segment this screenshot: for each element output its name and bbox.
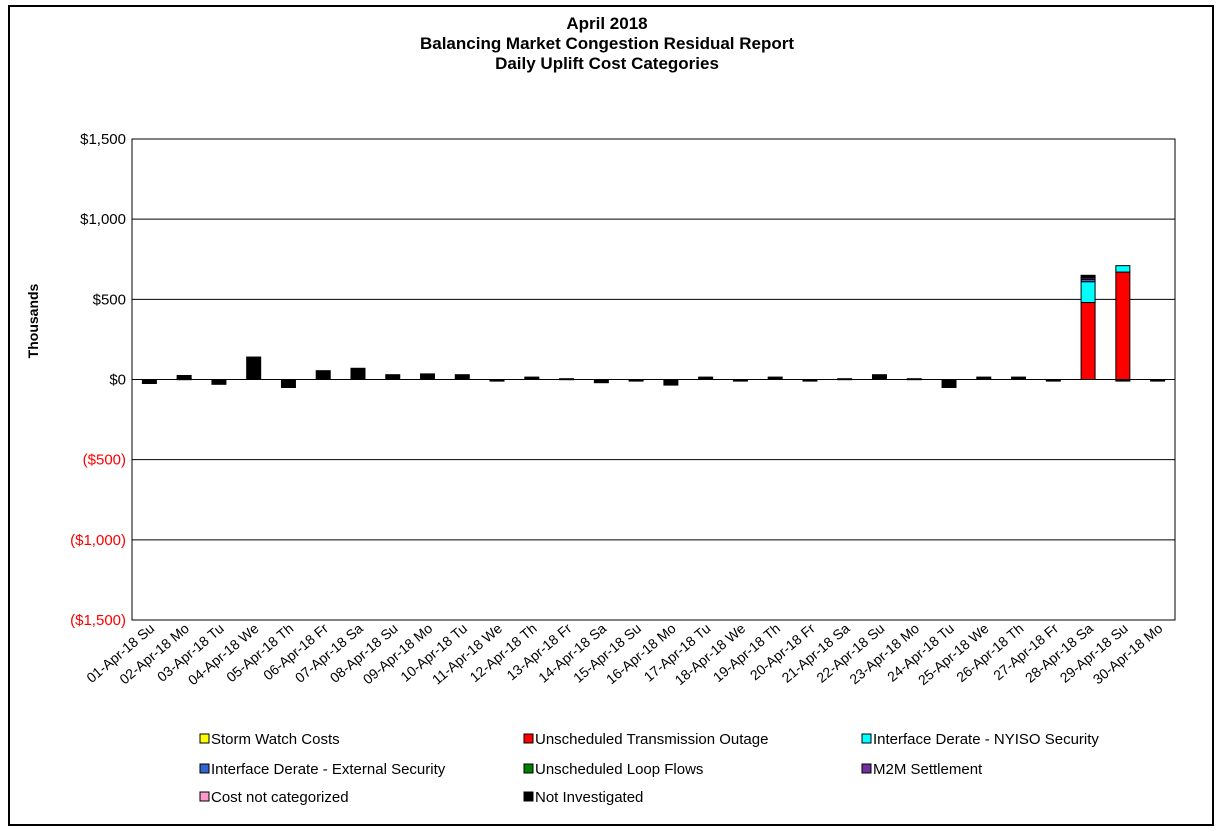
legend-label: Interface Derate - External Security	[211, 761, 446, 778]
bar-segment	[489, 379, 505, 382]
y-axis-label: Thousands	[25, 283, 41, 358]
bar-segment	[524, 376, 540, 381]
legend-label: Unscheduled Transmission Outage	[535, 731, 768, 748]
bar-segment	[246, 356, 262, 381]
bar-segment	[1115, 271, 1131, 380]
chart-title: April 2018 Balancing Market Congestion R…	[420, 14, 794, 73]
y-tick-label: $0	[109, 372, 126, 389]
bar-segment	[420, 373, 436, 381]
bar-segment	[628, 379, 644, 382]
bar-segment	[1080, 281, 1096, 304]
bar-segment	[350, 367, 366, 381]
legend-swatch	[199, 791, 210, 802]
title-line: Balancing Market Congestion Residual Rep…	[420, 34, 794, 53]
bar-segment	[1115, 265, 1131, 273]
chart-frame: April 2018 Balancing Market Congestion R…	[8, 5, 1214, 826]
bar-segment	[663, 379, 679, 386]
bar-segment	[767, 376, 783, 381]
bar-segment	[976, 376, 992, 381]
bars	[141, 265, 1166, 389]
bar-segment	[1080, 274, 1096, 279]
bar-segment	[385, 374, 401, 381]
bar-segment	[871, 374, 887, 381]
legend-swatch	[199, 733, 210, 744]
chart: April 2018 Balancing Market Congestion R…	[25, 14, 1176, 806]
bar-segment	[1080, 302, 1096, 381]
y-tick-label: ($500)	[83, 452, 126, 469]
legend-swatch	[861, 733, 872, 744]
legend-swatch	[199, 763, 210, 774]
bar-segment	[1045, 379, 1061, 382]
y-tick-label: $1,500	[80, 131, 126, 148]
legend-swatch	[861, 763, 872, 774]
bar-segment	[941, 379, 957, 389]
legend-swatch	[523, 733, 534, 744]
y-tick-label: $1,000	[80, 211, 126, 228]
bar-segment	[315, 370, 331, 381]
y-tick-label: $500	[93, 291, 126, 308]
y-tick-label: ($1,000)	[70, 532, 126, 549]
title-line: Daily Uplift Cost Categories	[495, 54, 719, 73]
bar-segment	[698, 376, 714, 381]
bar-segment	[559, 378, 575, 381]
bar-segment	[732, 379, 748, 382]
legend-swatch	[523, 791, 534, 802]
legend-label: Not Investigated	[535, 789, 643, 806]
y-tick-labels: $1,500 $1,000 $500 $0 ($500) ($1,000) ($1,500)	[70, 131, 126, 629]
bar-segment	[1011, 376, 1027, 381]
bar-segment	[593, 379, 609, 384]
legend-label: Cost not categorized	[211, 789, 349, 806]
bar-segment	[802, 379, 818, 382]
bar-segment	[280, 379, 296, 389]
bar-segment	[906, 378, 922, 381]
legend-label: Storm Watch Costs	[211, 731, 340, 748]
bar-segment	[837, 378, 853, 381]
legend-swatch	[523, 763, 534, 774]
bar-segment	[141, 379, 157, 385]
bar-segment	[1115, 379, 1131, 382]
bar-segment	[1150, 379, 1166, 382]
y-tick-label: ($1,500)	[70, 612, 126, 629]
legend: Storm Watch Costs Unscheduled Transmissio…	[199, 731, 1099, 806]
legend-label: Interface Derate - NYISO Security	[873, 731, 1099, 748]
title-line: April 2018	[566, 14, 647, 33]
bar-segment	[211, 379, 227, 385]
bar-segment	[454, 374, 470, 381]
plot-area	[131, 138, 1176, 621]
legend-label: Unscheduled Loop Flows	[535, 761, 703, 778]
bar-segment	[176, 374, 192, 380]
legend-label: M2M Settlement	[873, 761, 983, 778]
